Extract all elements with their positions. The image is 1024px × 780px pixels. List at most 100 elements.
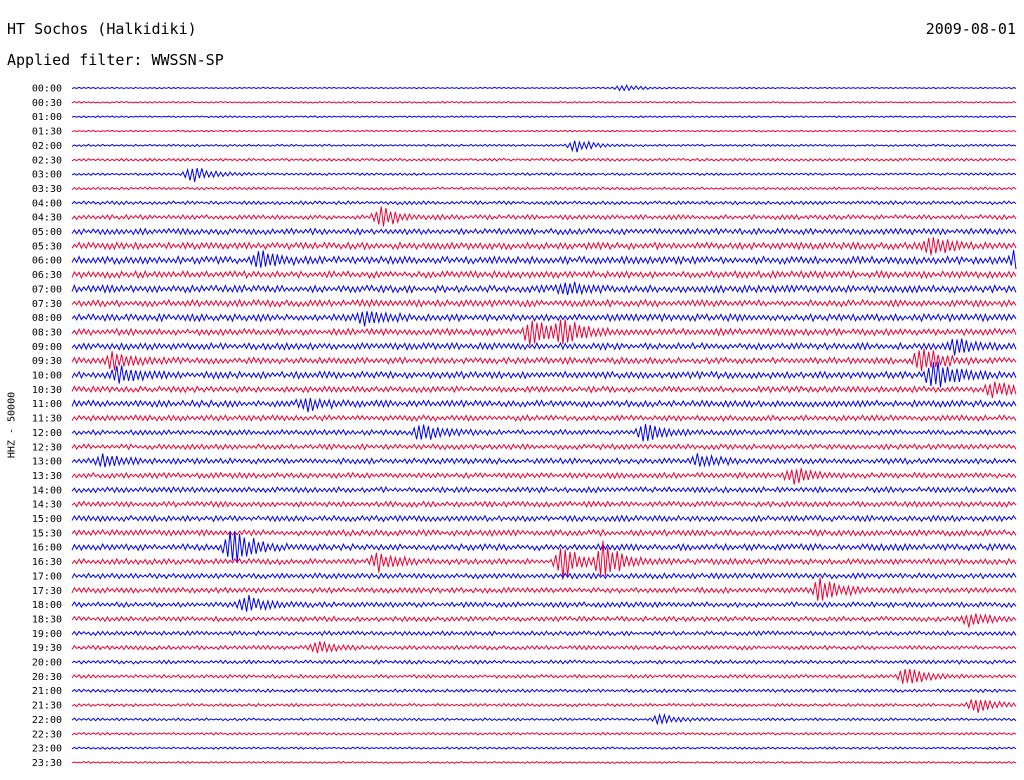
row-time-label: 11:00	[32, 399, 62, 410]
row-time-label: 02:30	[32, 155, 62, 166]
row-time-label: 00:00	[32, 84, 62, 95]
row-time-label: 18:30	[32, 614, 62, 625]
row-time-label: 16:30	[32, 557, 62, 568]
row-time-label: 05:00	[32, 227, 62, 238]
row-time-label: 07:30	[32, 299, 62, 310]
row-time-label: 01:30	[32, 127, 62, 138]
row-time-label: 16:00	[32, 543, 62, 554]
row-time-label: 12:30	[32, 442, 62, 453]
trace-line	[71, 281, 1017, 296]
trace-line	[71, 659, 1017, 665]
trace-line	[71, 397, 1017, 413]
row-time-label: 03:30	[32, 184, 62, 195]
row-time-label: 08:30	[32, 327, 62, 338]
trace-line	[71, 84, 1017, 92]
row-time-label: 15:00	[32, 514, 62, 525]
trace-line	[71, 572, 1017, 580]
row-time-label: 05:30	[32, 241, 62, 252]
trace-line	[71, 338, 1017, 356]
trace-line	[71, 249, 1017, 270]
row-time-label: 00:30	[32, 98, 62, 109]
trace-line	[71, 237, 1017, 256]
trace-line	[71, 381, 1017, 398]
trace-line	[71, 200, 1017, 206]
row-time-label: 13:00	[32, 457, 62, 468]
trace-line	[71, 269, 1017, 280]
row-time-label: 19:30	[32, 643, 62, 654]
trace-line	[71, 699, 1017, 713]
trace-line	[71, 311, 1017, 327]
row-time-label: 06:00	[32, 256, 62, 267]
row-time-label: 14:00	[32, 485, 62, 496]
trace-line	[71, 453, 1017, 468]
trace-line	[71, 115, 1017, 119]
date-label: 2009-08-01	[925, 20, 1016, 38]
row-time-label: 17:00	[32, 571, 62, 582]
seismic-traces	[71, 84, 1017, 765]
row-time-label: 08:00	[32, 313, 62, 324]
row-time-labels: 00:00 00:30 01:00 01:30 02:00 02:30 03:00 03:30…	[32, 84, 62, 769]
row-time-label: 09:30	[32, 356, 62, 367]
row-time-label: 06:30	[32, 270, 62, 281]
trace-line	[71, 528, 1017, 538]
trace-line	[71, 414, 1017, 423]
trace-line	[71, 577, 1017, 601]
row-time-label: 21:30	[32, 701, 62, 712]
trace-line	[71, 348, 1017, 372]
trace-line	[71, 468, 1017, 485]
trace-line	[71, 613, 1017, 628]
trace-line	[71, 760, 1017, 765]
row-time-label: 11:30	[32, 414, 62, 425]
trace-line	[71, 157, 1017, 162]
row-time-label: 19:00	[32, 629, 62, 640]
row-time-label: 20:30	[32, 672, 62, 683]
row-time-label: 21:00	[32, 686, 62, 697]
row-time-label: 15:30	[32, 528, 62, 539]
row-time-label: 17:30	[32, 586, 62, 597]
row-time-label: 10:30	[32, 385, 62, 396]
trace-line	[71, 712, 1017, 726]
row-time-label: 01:00	[32, 112, 62, 123]
trace-line	[71, 443, 1017, 451]
trace-line	[71, 641, 1017, 654]
trace-line	[71, 514, 1017, 523]
trace-line	[71, 423, 1017, 442]
trace-line	[71, 206, 1017, 227]
trace-line	[71, 319, 1017, 346]
trace-line	[71, 540, 1017, 580]
filter-label: Applied filter: WWSSN-SP	[7, 51, 224, 69]
trace-line	[71, 140, 1017, 153]
row-time-label: 23:30	[32, 758, 62, 769]
station-title: HT Sochos (Halkidiki)	[7, 20, 197, 38]
trace-line	[71, 746, 1017, 750]
row-time-label: 02:00	[32, 141, 62, 152]
trace-line	[71, 100, 1017, 104]
trace-line	[71, 688, 1017, 694]
row-time-label: 22:00	[32, 715, 62, 726]
trace-line	[71, 500, 1017, 508]
trace-line	[71, 227, 1017, 236]
row-time-label: 09:00	[32, 342, 62, 353]
row-time-label: 04:30	[32, 213, 62, 224]
row-time-label: 18:00	[32, 600, 62, 611]
trace-line	[71, 630, 1017, 637]
trace-line	[71, 595, 1017, 612]
row-time-label: 23:00	[32, 744, 62, 755]
row-time-label: 12:00	[32, 428, 62, 439]
trace-line	[71, 530, 1017, 563]
row-time-label: 07:00	[32, 284, 62, 295]
trace-line	[71, 485, 1017, 494]
trace-line	[71, 361, 1017, 388]
row-time-label: 10:00	[32, 371, 62, 382]
trace-line	[71, 298, 1017, 309]
trace-line	[71, 731, 1017, 736]
row-time-label: 20:00	[32, 658, 62, 669]
row-time-label: 04:00	[32, 198, 62, 209]
row-time-label: 03:00	[32, 170, 62, 181]
trace-line	[71, 668, 1017, 684]
row-time-label: 14:30	[32, 500, 62, 511]
trace-line	[71, 186, 1017, 191]
trace-line	[71, 129, 1017, 133]
trace-line	[71, 167, 1017, 182]
